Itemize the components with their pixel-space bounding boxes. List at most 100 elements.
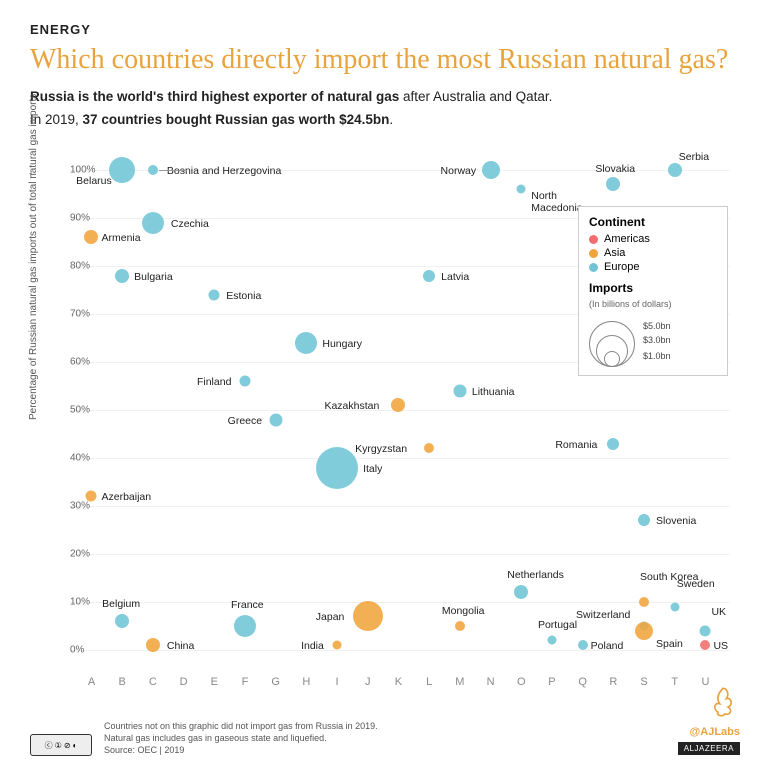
legend-label: Asia xyxy=(604,247,625,259)
footnote-2: Natural gas includes gas in gaseous stat… xyxy=(104,732,678,744)
bubble-label: Slovenia xyxy=(656,516,696,528)
legend-label: Americas xyxy=(604,233,650,245)
bubble-label: Japan xyxy=(316,612,345,624)
bubble-india xyxy=(333,641,342,650)
bubble-label: Switzerland xyxy=(576,610,630,622)
subtitle-line-2: In 2019, 37 countries bought Russian gas… xyxy=(30,110,740,130)
bubble-kyrgyzstan xyxy=(424,443,434,453)
bubble-azerbaijan xyxy=(86,491,97,502)
ajlabs-handle: @AJLabs xyxy=(678,726,740,738)
bubble-label: Portugal xyxy=(538,620,577,632)
bubble-label: Hungary xyxy=(322,339,362,351)
legend-size-label: $5.0bn xyxy=(643,321,671,331)
bubble-label: Bosnia and Herzegovina xyxy=(167,166,281,178)
bubble-label: Spain xyxy=(656,639,683,651)
legend-dot-icon xyxy=(589,249,598,258)
bubble-north-macedonia xyxy=(517,185,526,194)
bubble-label: UK xyxy=(711,607,726,619)
subtitle-bold: 37 countries bought Russian gas worth $2… xyxy=(83,112,390,127)
bubble-label: Greece xyxy=(228,416,262,428)
bubble-label: Kazakhstan xyxy=(324,401,379,413)
bubble-south-korea xyxy=(639,597,649,607)
legend-size-label: $3.0bn xyxy=(643,335,671,345)
bubble-label: Estonia xyxy=(226,291,261,303)
bubble-italy xyxy=(316,447,358,489)
legend-imports-title: Imports xyxy=(589,281,717,295)
bubble-label: Mongolia xyxy=(442,606,485,618)
bubble-belgium xyxy=(115,614,129,628)
legend-row: Americas xyxy=(589,233,717,245)
legend-size-circle xyxy=(604,351,620,367)
bubble-netherlands xyxy=(514,585,528,599)
bubble-label: Azerbaijan xyxy=(101,492,151,504)
subtitle-post: . xyxy=(389,112,393,127)
bubble-greece xyxy=(269,413,282,426)
bubble-armenia xyxy=(84,230,98,244)
subtitle-line-1: Russia is the world's third highest expo… xyxy=(30,87,740,107)
gridline xyxy=(70,602,730,603)
footer: ⓒ①⊘◐ Countries not on this graphic did n… xyxy=(30,685,740,756)
legend-size-label: $1.0bn xyxy=(643,351,671,361)
bubble-poland xyxy=(578,640,588,650)
footnotes: Countries not on this graphic did not im… xyxy=(104,720,678,756)
bubble-label: Italy xyxy=(363,464,382,476)
bubble-label: India xyxy=(301,641,324,653)
footnote-source: Source: OEC | 2019 xyxy=(104,744,678,756)
bubble-slovenia xyxy=(638,514,650,526)
bubble-czechia xyxy=(142,212,164,234)
bubble-label: Slovakia xyxy=(595,164,635,176)
bubble-china xyxy=(146,638,160,652)
legend-continent-title: Continent xyxy=(589,215,717,229)
bubble-romania xyxy=(607,438,619,450)
bubble-label: Bulgaria xyxy=(134,272,173,284)
y-axis-label: Percentage of Russian natural gas import… xyxy=(28,94,39,420)
gridline xyxy=(70,458,730,459)
bubble-portugal xyxy=(547,636,556,645)
legend-imports-sub: (In billions of dollars) xyxy=(589,299,717,309)
bubble-label: France xyxy=(231,600,264,612)
page-title: Which countries directly import the most… xyxy=(30,43,740,77)
bubble-label: China xyxy=(167,641,194,653)
bubble-label: Kyrgyzstan xyxy=(355,444,407,456)
bubble-label: Czechia xyxy=(171,219,209,231)
legend-dot-icon xyxy=(589,235,598,244)
bubble-spain xyxy=(635,622,653,640)
bubble-us xyxy=(700,640,710,650)
bubble-uk xyxy=(700,625,711,636)
bubble-label: Belgium xyxy=(102,599,140,611)
subtitle-lead: Russia is the world's third highest expo… xyxy=(30,89,399,104)
bubble-label: Latvia xyxy=(441,272,469,284)
legend-label: Europe xyxy=(604,261,639,273)
bubble-label: US xyxy=(713,641,728,653)
bubble-label: Sweden xyxy=(677,579,715,591)
bubble-label: Lithuania xyxy=(472,387,515,399)
aljazeera-brand: ALJAZEERA xyxy=(678,742,740,755)
bubble-japan xyxy=(353,601,383,631)
bubble-estonia xyxy=(209,289,220,300)
bubble-kazakhstan xyxy=(391,398,405,412)
gridline xyxy=(70,554,730,555)
bubble-sweden xyxy=(670,602,679,611)
bubble-finland xyxy=(239,376,250,387)
subtitle-rest: after Australia and Qatar. xyxy=(399,89,552,104)
bubble-lithuania xyxy=(453,384,466,397)
bubble-label: Romania xyxy=(555,440,597,452)
bubble-latvia xyxy=(423,270,435,282)
legend-dot-icon xyxy=(589,263,598,272)
category-label: ENERGY xyxy=(30,22,740,37)
bubble-belarus xyxy=(109,157,135,183)
bubble-bulgaria xyxy=(115,269,129,283)
bubble-serbia xyxy=(668,163,682,177)
bubble-chart: 0%10%20%30%40%50%60%70%80%90%100%ABCDEFG… xyxy=(70,170,730,670)
bubble-label: Norway xyxy=(441,166,477,178)
bubble-label: Finland xyxy=(197,377,231,389)
footnote-1: Countries not on this graphic did not im… xyxy=(104,720,678,732)
bubble-label: Belarus xyxy=(76,176,112,188)
chart-legend: Continent Americas Asia Europe Imports (In… xyxy=(578,206,728,376)
bubble-bosnia-and-herzegovina xyxy=(148,165,158,175)
legend-row: Europe xyxy=(589,261,717,273)
cc-license-badge: ⓒ①⊘◐ xyxy=(30,734,92,756)
bubble-mongolia xyxy=(455,621,465,631)
bubble-france xyxy=(234,615,256,637)
bubble-slovakia xyxy=(606,177,620,191)
